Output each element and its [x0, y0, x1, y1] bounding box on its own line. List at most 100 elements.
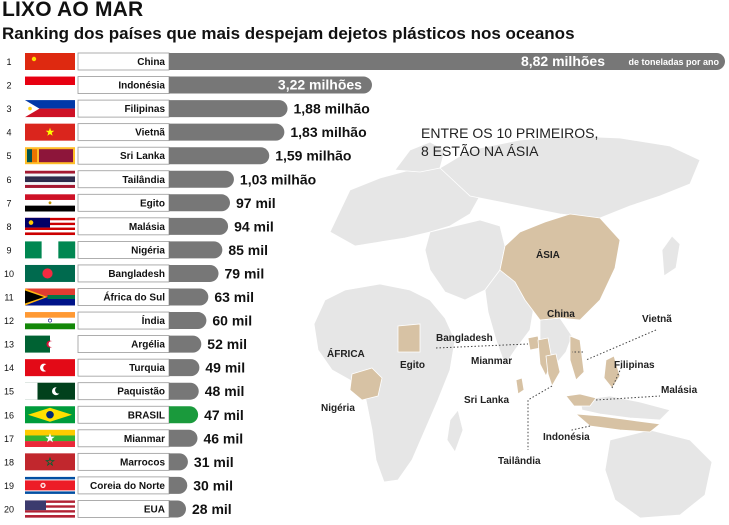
bar-row-13: 13 Argélia 52 mil	[4, 335, 247, 354]
asia-callout: ENTRE OS 10 PRIMEIROS, 8 ESTÃO NA ÁSIA	[421, 124, 598, 160]
bar	[169, 170, 234, 188]
country-label: Nigéria	[131, 245, 165, 256]
value-label: 60 mil	[212, 313, 252, 329]
country-label: China	[137, 57, 165, 68]
rank-label: 18	[4, 457, 14, 467]
map-label-bangladesh: Bangladesh	[436, 333, 493, 344]
map-sri-lanka	[515, 377, 525, 395]
bar-row-11: 11 África do Sul 63 mil	[4, 288, 254, 306]
flag-bangladesh-icon	[25, 264, 75, 282]
rank-label: 8	[6, 222, 11, 232]
value-label: 47 mil	[204, 407, 244, 423]
flag-south-africa-icon	[25, 288, 75, 306]
bar	[169, 241, 223, 259]
bar	[169, 194, 231, 212]
rank-label: 12	[4, 316, 14, 326]
country-label: Malásia	[129, 222, 166, 233]
bar-row-20: 20 EUA 28 mil	[4, 500, 232, 518]
bar-row-5: 5 Sri Lanka 1,59 milhão	[6, 146, 351, 165]
bar-row-18: 18 Marrocos 31 mil	[4, 452, 234, 471]
country-label: Filipinas	[124, 104, 165, 115]
value-label: 46 mil	[203, 430, 243, 446]
map-nigeria	[349, 367, 383, 401]
bar-row-15: 15 Paquistão 48 mil	[4, 382, 244, 401]
rank-label: 13	[4, 340, 14, 350]
rank-label: 1	[6, 57, 11, 67]
country-label: Argélia	[131, 340, 165, 351]
map-russia	[439, 135, 701, 219]
bar	[169, 312, 207, 330]
flag-egypt-icon	[25, 194, 75, 212]
value-label: 79 mil	[225, 265, 265, 281]
bar-row-16: 16 BRASIL 47 mil	[4, 405, 244, 424]
country-label: Sri Lanka	[120, 151, 165, 162]
value-label: 52 mil	[207, 336, 247, 352]
chart-title: LIXO AO MAR	[2, 0, 144, 21]
rank-label: 16	[4, 410, 14, 420]
map-thailand	[545, 353, 561, 387]
country-label: Indonésia	[118, 81, 165, 92]
country-label: Turquia	[129, 363, 165, 374]
country-label: BRASIL	[128, 410, 165, 421]
value-label: 94 mil	[234, 218, 274, 234]
map-label-tailandia: Tailândia	[498, 456, 541, 467]
flag-north-korea-icon	[25, 476, 75, 494]
rank-label: 3	[6, 104, 11, 114]
map-indonesia	[574, 413, 661, 433]
rank-label: 14	[4, 363, 14, 373]
bar	[169, 217, 229, 235]
flag-usa-icon	[25, 500, 75, 518]
map-label-china: China	[547, 309, 575, 320]
country-label: Tailândia	[122, 175, 165, 186]
bar-row-2: 2 Indonésia 3,22 milhões	[6, 76, 372, 94]
bar-row-4: 4 Vietnã 1,83 milhão	[6, 123, 367, 142]
value-label: 30 mil	[193, 477, 233, 493]
rank-label: 7	[6, 198, 11, 208]
value-label: 1,59 milhão	[275, 148, 351, 164]
value-label: 31 mil	[194, 454, 234, 470]
bar-row-6: 6 Tailândia 1,03 milhão	[6, 170, 316, 189]
map-islands-1	[579, 395, 671, 421]
country-label: Bangladesh	[108, 269, 165, 280]
value-label: 3,22 milhões	[278, 77, 362, 93]
map-europe	[329, 167, 481, 247]
map-label-egito: Egito	[400, 360, 425, 371]
map-label-malasia: Malásia	[661, 385, 698, 396]
country-label: Paquistão	[117, 387, 165, 398]
bar-row-9: 9 Nigéria 85 mil	[6, 240, 268, 259]
bar-row-8: 8 Malásia 94 mil	[6, 217, 274, 236]
value-label: 63 mil	[214, 289, 254, 305]
map-philippines	[603, 355, 621, 389]
bar	[169, 264, 219, 282]
rank-label: 2	[6, 81, 11, 91]
map-scandinavia	[394, 141, 446, 173]
rank-label: 15	[4, 387, 14, 397]
rank-label: 4	[6, 128, 11, 138]
callout-line-1: ENTRE OS 10 PRIMEIROS,	[421, 125, 599, 141]
flag-turkey-icon	[25, 359, 75, 377]
map-label-asia: ÁSIA	[536, 250, 560, 261]
map-label-sri-lanka: Sri Lanka	[464, 395, 510, 406]
value-label: 8,82 milhões	[521, 53, 605, 69]
map-label-nigeria: Nigéria	[321, 403, 355, 414]
map-malaysia	[565, 393, 597, 407]
flag-philippines-icon	[25, 100, 75, 118]
bar	[169, 76, 372, 94]
bar-row-17: 17 Mianmar 46 mil	[4, 429, 243, 448]
flag-vietnam-icon	[25, 123, 75, 141]
flag-pakistan-icon	[25, 382, 75, 400]
country-label: EUA	[144, 504, 165, 515]
rank-label: 17	[4, 434, 14, 444]
bar	[169, 382, 199, 400]
flag-nigeria-icon	[25, 241, 76, 259]
callout-line-2: 8 ESTÃO NA ÁSIA	[421, 143, 539, 159]
bar	[169, 500, 186, 518]
bar-row-12: 12 Índia 60 mil	[4, 311, 252, 330]
bar-row-10: 10 Bangladesh 79 mil	[4, 264, 265, 283]
country-label: África do Sul	[103, 291, 165, 304]
value-label: 97 mil	[236, 195, 276, 211]
bar	[169, 123, 285, 141]
rank-label: 20	[4, 504, 14, 514]
flag-morocco-icon	[25, 453, 75, 471]
